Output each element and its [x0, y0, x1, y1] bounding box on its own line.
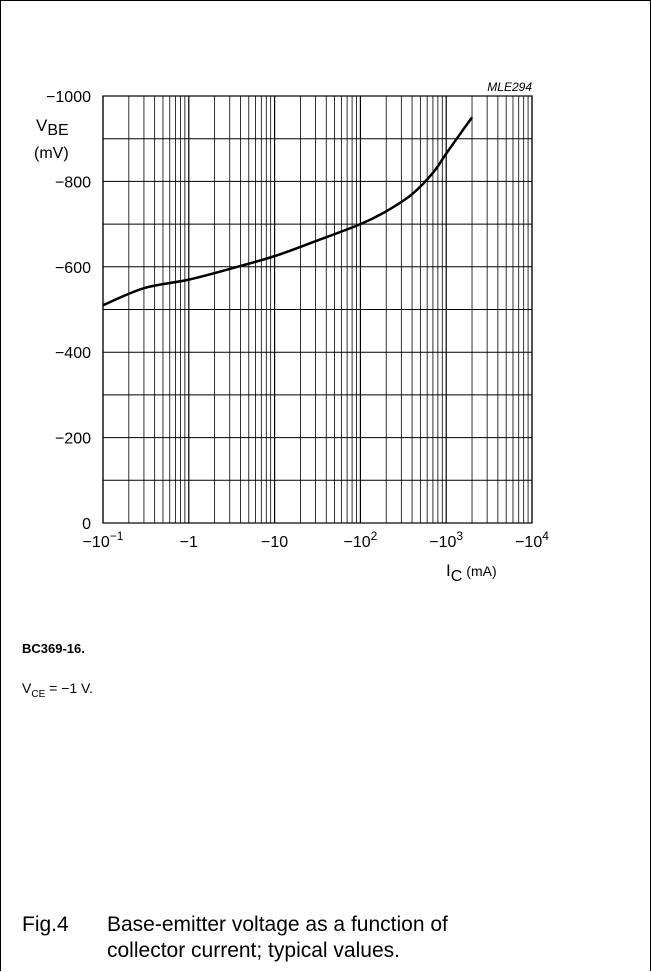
condition-sub: CE	[31, 688, 46, 700]
figure-caption-text: Base-emitter voltage as a function of co…	[107, 913, 448, 962]
y-tick-label: −200	[55, 431, 91, 448]
y-axis-label-sub: BE	[47, 122, 68, 139]
chart-ticks: 0 −200 −400 −600 −800 −1000 −10−1 −1 −10 −102 −103…	[46, 89, 549, 551]
x-tick-label: −103	[429, 529, 463, 551]
y-axis-unit: (mV)	[34, 145, 69, 162]
y-tick-label: −1000	[46, 89, 91, 106]
series-line	[102, 116, 474, 307]
x-axis-label-sub: C	[451, 568, 463, 585]
y-axis-label: VBE	[36, 116, 69, 139]
x-tick-label: −1	[180, 534, 198, 551]
x-tick-label: −104	[515, 529, 549, 551]
y-axis-label-main: V	[36, 116, 48, 135]
x-tick-label: −10	[261, 534, 288, 551]
y-tick-label: −400	[55, 345, 91, 362]
test-condition: VCE = −1 V.	[22, 680, 93, 700]
x-axis-label-main: I	[446, 561, 451, 580]
x-tick-label: −102	[343, 529, 377, 551]
plot-frame	[102, 95, 533, 524]
y-tick-label: 0	[82, 516, 91, 533]
x-axis-label: IC (mA)	[446, 561, 497, 585]
device-label: BC369-16.	[22, 641, 85, 656]
chart-series	[102, 116, 474, 307]
chart-code: MLE294	[487, 80, 532, 94]
y-tick-label: −600	[55, 260, 91, 277]
condition-rest: = −1 V.	[45, 680, 93, 696]
chart-grid	[102, 95, 533, 524]
figure-number: Fig.4	[22, 913, 69, 936]
y-tick-label: −800	[55, 174, 91, 191]
x-axis-label-unit: (mA)	[466, 563, 496, 579]
x-tick-label: −10−1	[83, 529, 124, 551]
condition-main: V	[22, 680, 32, 696]
